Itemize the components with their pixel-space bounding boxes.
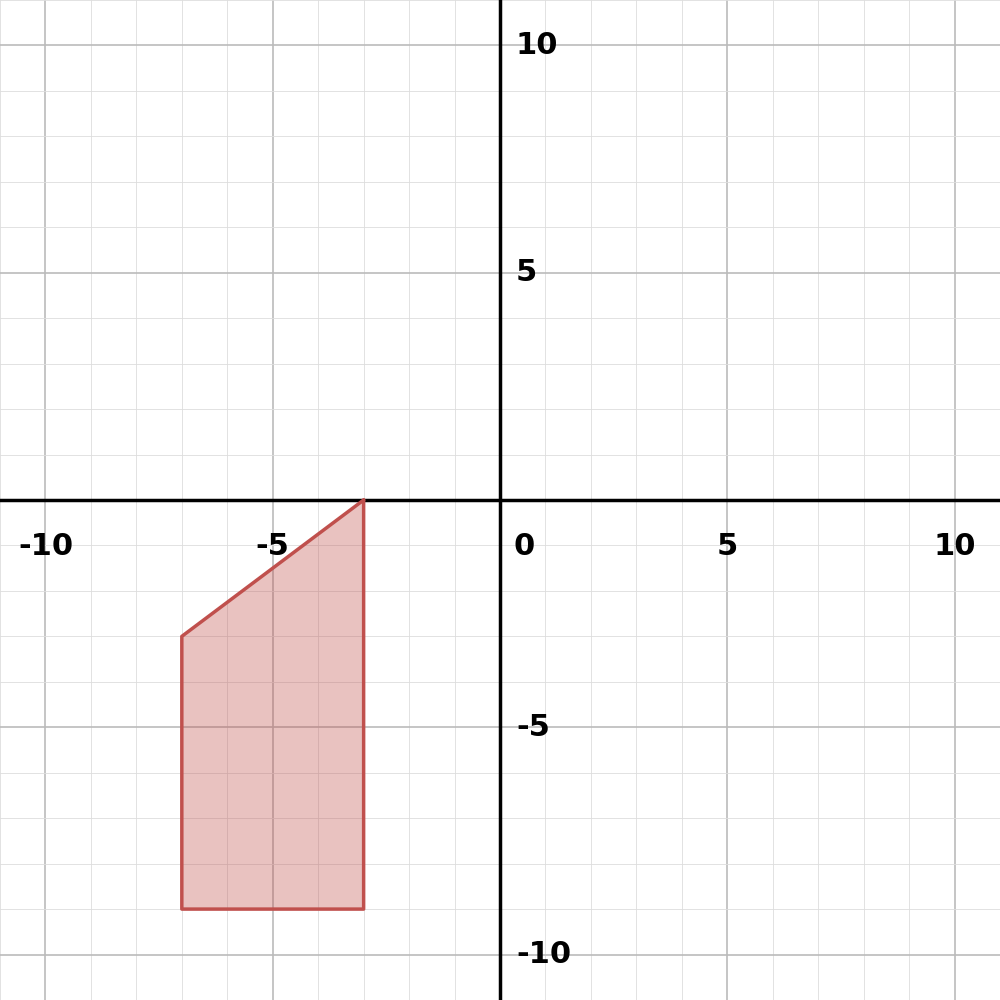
Text: 10: 10 [516,31,558,60]
Text: -10: -10 [516,940,571,969]
Text: -5: -5 [256,532,290,561]
Text: 5: 5 [717,532,738,561]
Text: -5: -5 [516,713,550,742]
Text: -10: -10 [18,532,73,561]
Text: 10: 10 [933,532,976,561]
Text: 5: 5 [516,258,537,287]
Text: 0: 0 [514,532,535,561]
Polygon shape [182,500,364,909]
